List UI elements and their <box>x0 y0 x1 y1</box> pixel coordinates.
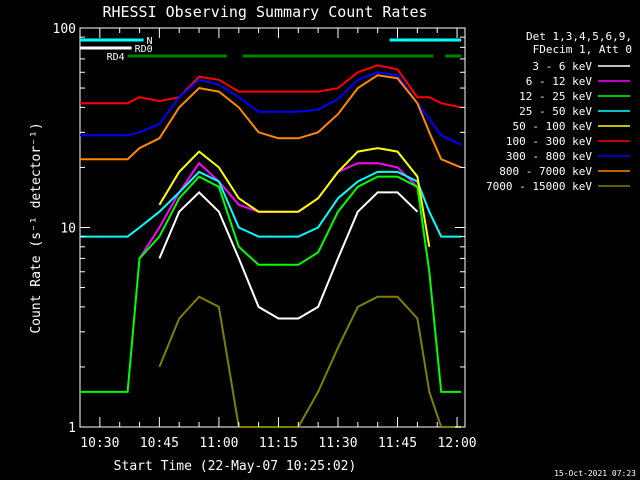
legend-label: 50 - 100 keV <box>513 120 593 133</box>
y-tick-label: 10 <box>60 222 76 237</box>
x-tick-label: 11:15 <box>259 436 298 451</box>
x-tick-label: 11:00 <box>199 436 238 451</box>
legend-label: 300 - 800 keV <box>506 150 592 163</box>
legend: Det 1,3,4,5,6,9, FDecim 1, Att 0 3 - 6 k… <box>486 30 632 193</box>
legend-label: 3 - 6 keV <box>532 60 592 73</box>
series-line <box>80 64 462 109</box>
legend-label: 7000 - 15000 keV <box>486 180 592 193</box>
series-line <box>80 170 461 238</box>
legend-header-line-2: FDecim 1, Att 0 <box>533 43 632 56</box>
timestamp: 15-Oct-2021 07:23 <box>554 469 636 478</box>
x-tick-label: 11:30 <box>318 436 357 451</box>
series-layer <box>80 64 462 428</box>
series-line <box>158 191 419 320</box>
x-tick-label: 10:45 <box>140 436 179 451</box>
y-axis-label: Count Rate (s⁻¹ detector⁻¹) <box>29 122 44 333</box>
x-tick-label: 11:45 <box>378 436 417 451</box>
x-axis-label: Start Time (22-May-07 10:25:02) <box>114 459 357 474</box>
series-line <box>80 175 461 393</box>
legend-label: 25 - 50 keV <box>519 105 592 118</box>
series-line <box>80 74 462 169</box>
state-bar-label: RD0 <box>135 44 153 55</box>
legend-label: 12 - 25 keV <box>519 90 592 103</box>
series-line <box>158 147 431 247</box>
legend-header-line-1: Det 1,3,4,5,6,9, <box>526 30 632 43</box>
state-bar-label: RD4 <box>107 52 125 63</box>
legend-label: 800 - 7000 keV <box>499 165 592 178</box>
y-tick-label: 1 <box>68 421 76 436</box>
x-tick-label: 12:00 <box>437 436 476 451</box>
chart-title: RHESSI Observing Summary Count Rates <box>102 3 427 21</box>
series-line <box>158 295 461 428</box>
x-tick-label: 10:30 <box>80 436 119 451</box>
legend-label: 6 - 12 keV <box>526 75 593 88</box>
state-bar-label: N <box>147 36 153 47</box>
axes: 1 10 100 10:30 10:45 11:00 11:15 11:30 11:45 12:0… <box>53 22 477 451</box>
y-tick-label: 100 <box>53 22 76 37</box>
legend-label: 100 - 300 keV <box>506 135 592 148</box>
